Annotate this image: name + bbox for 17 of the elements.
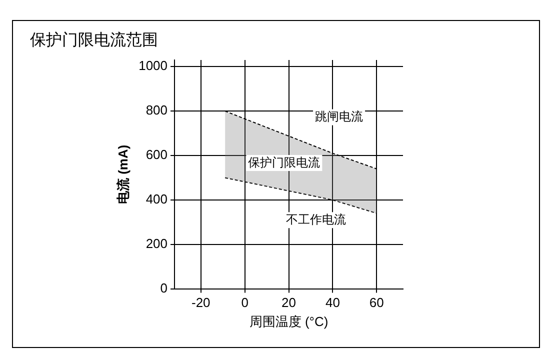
y-axis-title: 电流 (mA): [115, 144, 130, 204]
y-tick-label: 600: [146, 147, 168, 162]
x-tick-label: 40: [325, 295, 340, 310]
annotation: 跳闸电流: [315, 110, 364, 124]
x-tick-label: -20: [191, 295, 210, 310]
y-tick-label: 800: [146, 102, 168, 118]
x-axis-title: 周围温度 (°C): [249, 314, 328, 329]
x-tick-label: 20: [282, 295, 296, 310]
y-tick-label: 0: [160, 280, 168, 296]
chart-title: 保护门限电流范围: [30, 30, 158, 51]
y-tick-label: 400: [146, 192, 168, 207]
y-tick-label: 200: [146, 236, 168, 251]
x-tick-label: 0: [241, 295, 248, 310]
annotation: 不工作电流: [286, 212, 346, 226]
annotation: 保护门限电流: [248, 155, 320, 170]
y-tick-label: 1000: [138, 58, 168, 74]
x-tick-label: 60: [369, 295, 384, 310]
